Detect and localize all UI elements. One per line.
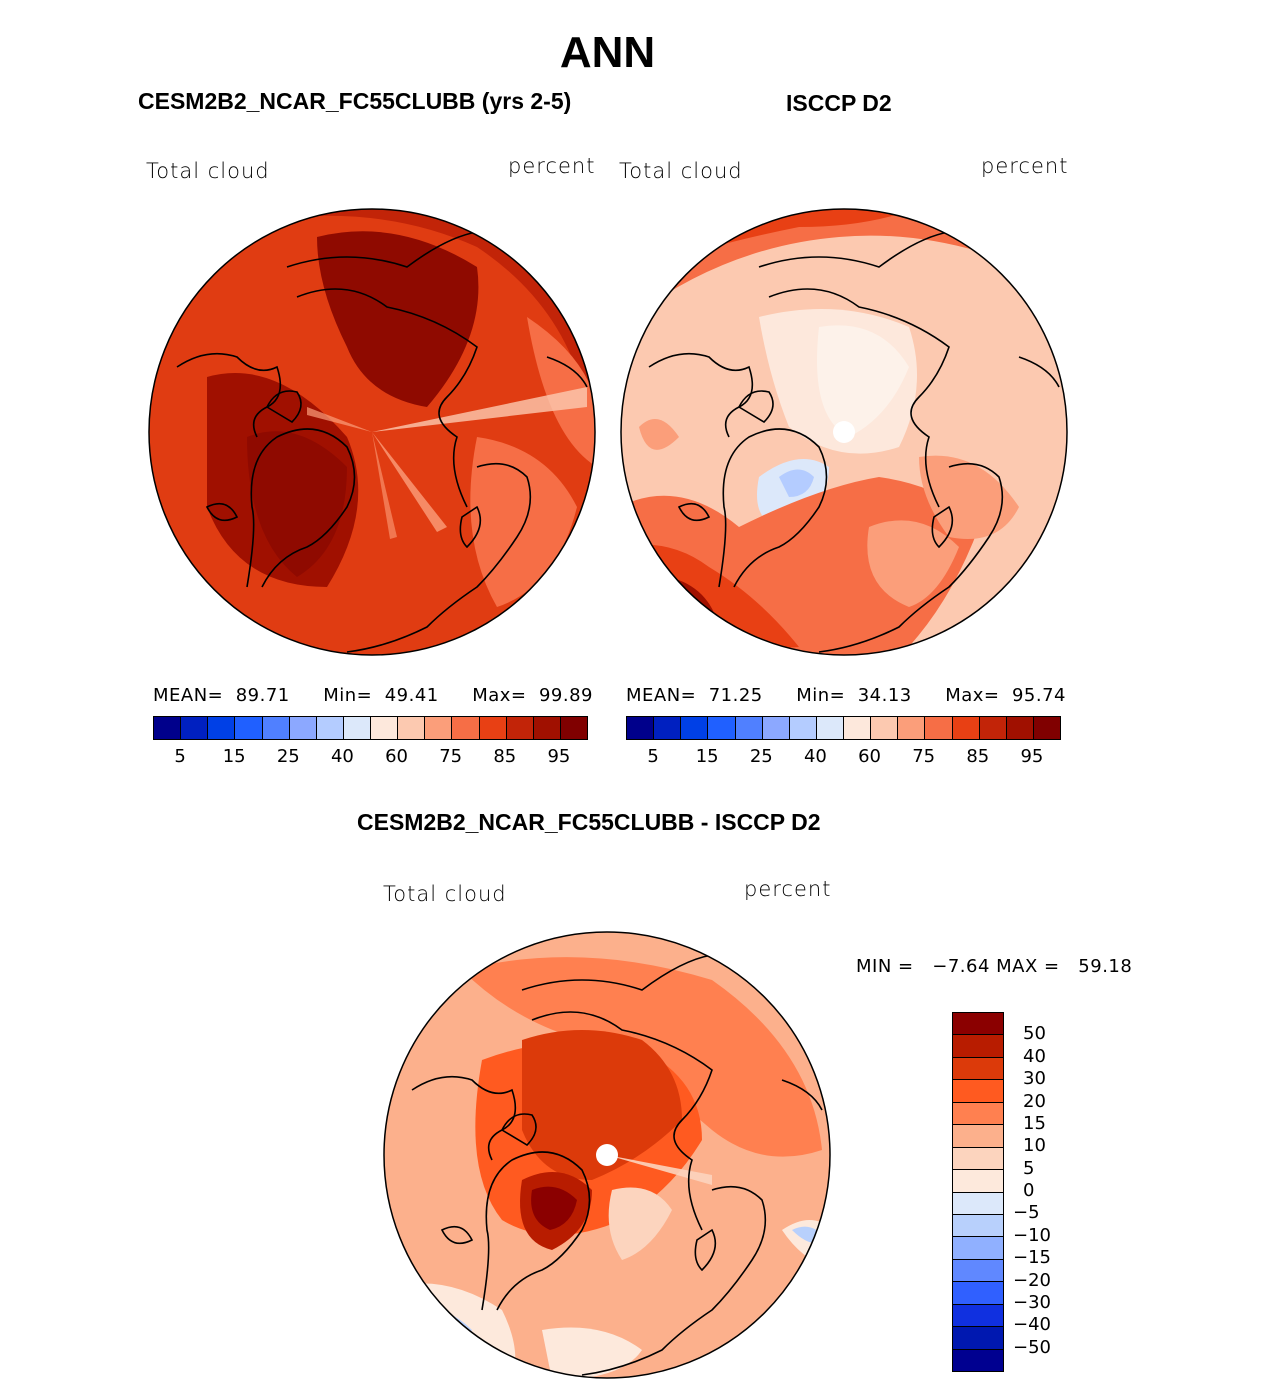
colorbar-tick-label: 20	[1023, 1090, 1046, 1112]
colorbar-bin	[953, 1102, 1003, 1126]
colorbar-tick-label: 75	[912, 746, 936, 767]
colorbar-bin	[1033, 717, 1060, 739]
diff-polar-map	[383, 931, 831, 1379]
colorbar-tick-label: 75	[439, 746, 463, 767]
colorbar-tick-label: 30	[1023, 1068, 1046, 1090]
colorbar-tick-label: 5	[174, 746, 186, 767]
colorbar-bin	[343, 717, 371, 739]
colorbar-bin	[953, 1214, 1003, 1238]
diff-variable-label: Total cloud	[383, 882, 507, 906]
colorbar-bin	[735, 717, 763, 739]
colorbar-tick-label: 25	[276, 746, 300, 767]
colorbar-bin	[762, 717, 790, 739]
colorbar-bin	[816, 717, 844, 739]
colorbar-tick-label: 5	[647, 746, 659, 767]
colorbar-bin	[925, 717, 953, 739]
colorbar-tick-label: −30	[1013, 1291, 1051, 1313]
obs-units-label: percent	[981, 154, 1069, 178]
colorbar-tick-label: 95	[547, 746, 571, 767]
colorbar-bin	[953, 1057, 1003, 1081]
colorbar-bin	[953, 1147, 1003, 1171]
colorbar-tick-label: 15	[222, 746, 246, 767]
obs-stats: MEAN= 71.25 Min= 34.13 Max= 95.74	[626, 685, 1066, 706]
model-variable-label: Total cloud	[146, 159, 270, 183]
colorbar-bin	[953, 1125, 1003, 1148]
colorbar-bin	[953, 1259, 1003, 1283]
colorbar-tick-label: 95	[1020, 746, 1044, 767]
colorbar-tick-label: 5	[1023, 1157, 1035, 1179]
diff-panel-title: CESM2B2_NCAR_FC55CLUBB - ISCCP D2	[357, 809, 821, 835]
colorbar-bin	[952, 717, 980, 739]
colorbar-bin	[506, 717, 534, 739]
diff-units-label: percent	[744, 877, 832, 901]
colorbar-tick-label: 25	[749, 746, 773, 767]
colorbar-bin	[235, 717, 263, 739]
colorbar-tick-label: 0	[1023, 1180, 1035, 1201]
colorbar-tick-label: 50	[1023, 1023, 1046, 1045]
colorbar-tick-label: 60	[385, 746, 409, 767]
figure-title: ANN	[559, 28, 656, 77]
colorbar-tick-label: 15	[695, 746, 719, 767]
colorbar-tick-label: 85	[493, 746, 517, 767]
diff-colorbar	[952, 1012, 1004, 1372]
model-colorbar	[153, 716, 588, 740]
colorbar-bin	[425, 717, 453, 739]
colorbar-bin	[871, 717, 899, 739]
colorbar-bin	[262, 717, 290, 739]
colorbar-bin	[533, 717, 561, 739]
model-units-label: percent	[508, 154, 596, 178]
colorbar-tick-label: 85	[966, 746, 990, 767]
colorbar-bin	[708, 717, 736, 739]
colorbar-bin	[898, 717, 926, 739]
colorbar-tick-label: 40	[1023, 1045, 1046, 1067]
colorbar-tick-label: −15	[1013, 1247, 1051, 1269]
colorbar-bin	[953, 1170, 1003, 1193]
colorbar-tick-label: 15	[1023, 1112, 1046, 1134]
colorbar-bin	[560, 717, 587, 739]
colorbar-bin	[681, 717, 709, 739]
colorbar-tick-label: 40	[803, 746, 827, 767]
diff-minmax: MIN = −7.64 MAX = 59.18	[856, 956, 1133, 977]
colorbar-bin	[208, 717, 236, 739]
colorbar-bin	[953, 1035, 1003, 1058]
colorbar-bin	[289, 717, 317, 739]
colorbar-bin	[979, 717, 1007, 739]
colorbar-bin	[953, 1013, 1003, 1036]
model-polar-map	[148, 208, 596, 656]
colorbar-tick-label: −5	[1013, 1202, 1040, 1224]
colorbar-tick-label: −10	[1013, 1224, 1051, 1246]
colorbar-bin	[181, 717, 209, 739]
colorbar-tick-label: 40	[330, 746, 354, 767]
colorbar-bin	[953, 1349, 1003, 1371]
colorbar-bin	[953, 1237, 1003, 1260]
colorbar-tick-label: 10	[1023, 1135, 1046, 1157]
colorbar-bin	[789, 717, 817, 739]
model-stats: MEAN= 89.71 Min= 49.41 Max= 99.89	[153, 685, 593, 706]
colorbar-bin	[316, 717, 344, 739]
colorbar-tick-label: −40	[1013, 1314, 1051, 1336]
colorbar-bin	[398, 717, 426, 739]
obs-colorbar	[626, 716, 1061, 740]
colorbar-bin	[953, 1192, 1003, 1215]
colorbar-bin	[371, 717, 399, 739]
obs-polar-map	[620, 208, 1068, 656]
colorbar-tick-label: −50	[1013, 1336, 1051, 1358]
colorbar-bin	[953, 1304, 1003, 1328]
colorbar-tick-label: 60	[858, 746, 882, 767]
obs-variable-label: Total cloud	[619, 159, 743, 183]
colorbar-bin	[953, 1080, 1003, 1103]
model-panel-title: CESM2B2_NCAR_FC55CLUBB (yrs 2-5)	[138, 88, 572, 114]
colorbar-bin	[627, 717, 655, 739]
obs-panel-title: ISCCP D2	[786, 90, 892, 116]
colorbar-bin	[154, 717, 182, 739]
colorbar-tick-label: −20	[1013, 1269, 1051, 1291]
colorbar-bin	[844, 717, 872, 739]
colorbar-bin	[1006, 717, 1034, 739]
colorbar-bin	[953, 1327, 1003, 1350]
colorbar-bin	[654, 717, 682, 739]
colorbar-bin	[953, 1282, 1003, 1305]
colorbar-bin	[452, 717, 480, 739]
colorbar-bin	[479, 717, 507, 739]
